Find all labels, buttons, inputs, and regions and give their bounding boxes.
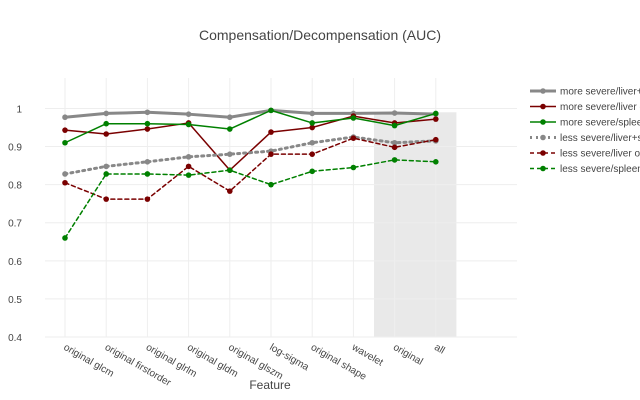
- legend-label: less severe/liver only: [560, 149, 640, 160]
- data-point: [62, 127, 68, 133]
- x-axis-title: Feature: [249, 378, 291, 392]
- data-point: [62, 235, 68, 241]
- data-point: [144, 120, 151, 127]
- data-point: [62, 139, 68, 146]
- series-line: [64, 115, 437, 171]
- data-point: [227, 126, 233, 132]
- data-point: [350, 115, 357, 121]
- data-point: [309, 120, 316, 126]
- data-point: [350, 135, 357, 141]
- data-point: [62, 171, 68, 177]
- legend-label: more severe/liver+spleen: [560, 87, 640, 98]
- data-point: [433, 158, 439, 165]
- data-point: [391, 110, 398, 116]
- legend-item: more severe/spleen only: [530, 118, 640, 129]
- data-point: [391, 122, 398, 129]
- data-point: [185, 172, 192, 178]
- series-line: [63, 135, 438, 176]
- legend-label: more severe/spleen only: [560, 118, 640, 129]
- data-point: [391, 144, 398, 151]
- data-point: [185, 111, 192, 117]
- legend-item: less severe/liver+spleen: [530, 133, 640, 144]
- legend-label: less severe/spleen only: [560, 164, 640, 175]
- x-tick-label: all: [432, 342, 446, 357]
- series-line: [64, 109, 437, 144]
- series-group: [62, 107, 439, 146]
- data-point: [227, 188, 233, 194]
- legend-label: less severe/liver+spleen: [560, 133, 640, 144]
- data-point: [268, 151, 274, 157]
- y-tick-label: 0.9: [8, 143, 22, 154]
- series-line: [64, 159, 437, 239]
- series-line: [63, 108, 438, 119]
- data-point: [144, 171, 151, 177]
- data-point: [268, 107, 274, 114]
- data-point: [433, 116, 439, 122]
- data-point: [391, 139, 398, 146]
- y-tick-label: 0.7: [8, 219, 22, 230]
- legend-item: more severe/liver+spleen: [530, 87, 640, 98]
- data-point: [309, 110, 316, 117]
- data-point: [103, 110, 109, 117]
- data-point: [62, 114, 68, 121]
- legend-item: less severe/spleen only: [530, 164, 640, 175]
- data-point: [227, 151, 233, 157]
- data-point: [433, 136, 439, 143]
- series-group: [62, 157, 439, 241]
- legend-label: more severe/liver only: [560, 102, 640, 113]
- data-point: [309, 151, 316, 157]
- data-point: [350, 164, 357, 171]
- data-point: [185, 121, 192, 128]
- legend-item: more severe/liver only: [530, 102, 640, 113]
- highlight-band: [374, 112, 457, 337]
- legend-item: less severe/liver only: [530, 149, 640, 160]
- data-point: [144, 158, 151, 165]
- data-point: [103, 120, 109, 127]
- legend-swatch-marker: [540, 88, 546, 94]
- data-point: [144, 196, 151, 202]
- data-point: [103, 171, 109, 177]
- y-tick-label: 0.6: [8, 257, 22, 268]
- data-point: [227, 114, 233, 121]
- data-point: [185, 154, 192, 160]
- data-point: [309, 124, 316, 131]
- data-point: [268, 129, 274, 135]
- legend-swatch-marker: [540, 134, 546, 141]
- series-line: [64, 137, 437, 200]
- data-point: [185, 163, 192, 170]
- legend-swatch-marker: [540, 103, 546, 110]
- series-group: [62, 135, 439, 202]
- y-tick-label: 0.8: [8, 181, 22, 192]
- data-point: [309, 168, 316, 175]
- legend-swatch-marker: [540, 165, 546, 172]
- data-point: [103, 131, 109, 137]
- chart-title: Compensation/Decompensation (AUC): [199, 27, 441, 43]
- y-tick-label: 1: [16, 104, 22, 115]
- legend: more severe/liver+spleen more severe/live…: [530, 87, 640, 175]
- y-tick-label: 0.4: [8, 333, 22, 344]
- data-point: [309, 139, 316, 146]
- legend-swatch-marker: [540, 150, 546, 156]
- data-point: [144, 126, 151, 132]
- data-point: [268, 181, 274, 188]
- data-point: [103, 163, 109, 170]
- data-point: [144, 109, 151, 116]
- data-point: [103, 196, 109, 202]
- data-point: [227, 167, 233, 173]
- series-group: [62, 134, 439, 177]
- y-tick-label: 0.5: [8, 295, 22, 306]
- data-point: [433, 110, 439, 117]
- legend-swatch-marker: [540, 119, 546, 125]
- data-point: [62, 179, 68, 186]
- data-point: [391, 157, 398, 163]
